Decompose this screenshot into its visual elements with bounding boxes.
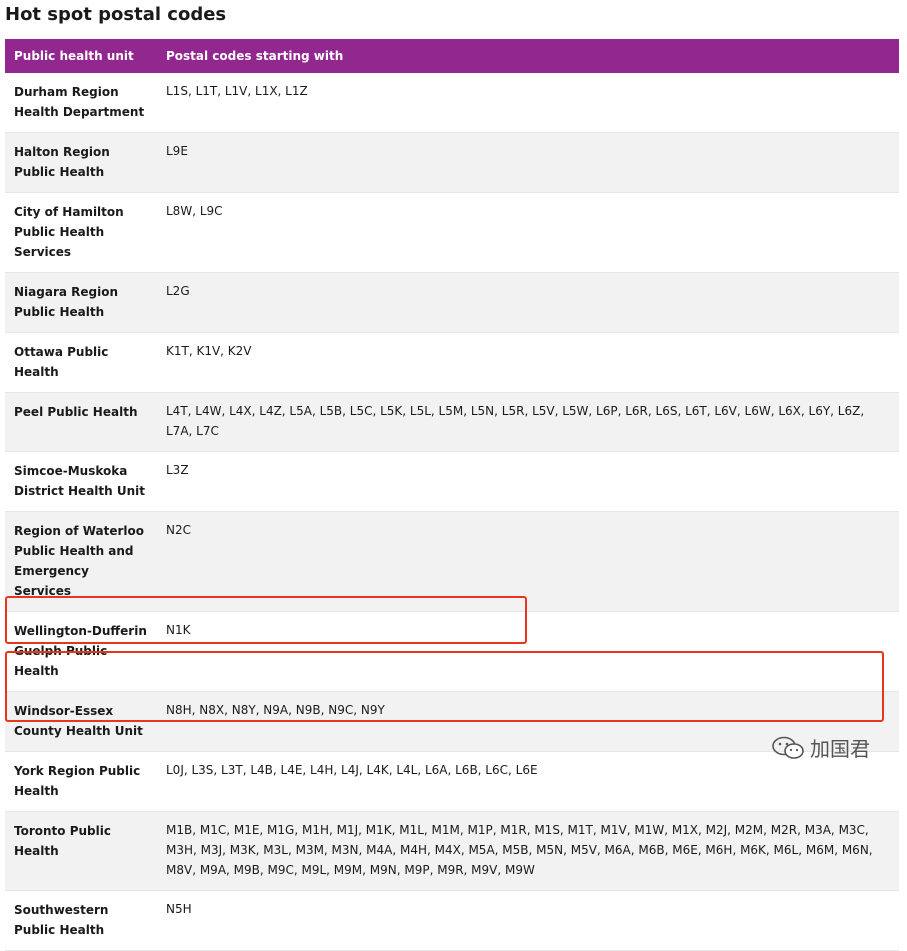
- postal-codes-cell: L4T, L4W, L4X, L4Z, L5A, L5B, L5C, L5K, …: [157, 392, 899, 452]
- table-row: Region of Waterloo Public Health and Eme…: [5, 511, 899, 612]
- health-unit-cell: Halton Region Public Health: [5, 132, 157, 193]
- health-unit-cell: Region of Waterloo Public Health and Eme…: [5, 511, 157, 612]
- health-unit-cell: York Region Public Health: [5, 751, 157, 812]
- postal-codes-cell: M1B, M1C, M1E, M1G, M1H, M1J, M1K, M1L, …: [157, 811, 899, 891]
- health-unit-cell: Durham Region Health Department: [5, 73, 157, 133]
- postal-codes-cell: L8W, L9C: [157, 192, 899, 273]
- watermark-text: 加国君: [810, 737, 870, 761]
- health-unit-cell: Toronto Public Health: [5, 811, 157, 891]
- table-row: Ottawa Public Health K1T, K1V, K2V: [5, 332, 899, 393]
- table-row: Halton Region Public Health L9E: [5, 132, 899, 193]
- table-row: Toronto Public Health M1B, M1C, M1E, M1G,…: [5, 811, 899, 891]
- postal-codes-cell: L2G: [157, 272, 899, 333]
- table-row: Wellington-Dufferin Guelph Public Health…: [5, 611, 899, 692]
- page-title: Hot spot postal codes: [5, 4, 227, 25]
- health-unit-cell: Windsor-Essex County Health Unit: [5, 691, 157, 752]
- header-public-health-unit: Public health unit: [14, 49, 134, 63]
- postal-codes-cell: N2C: [157, 511, 899, 612]
- header-postal-codes: Postal codes starting with: [166, 49, 344, 63]
- wechat-icon: [772, 736, 804, 759]
- postal-codes-cell: L3Z: [157, 451, 899, 512]
- table-row: Niagara Region Public Health L2G: [5, 272, 899, 333]
- table-row: York Region Public Health L0J, L3S, L3T, …: [5, 751, 899, 812]
- postal-codes-cell: N1K: [157, 611, 899, 692]
- table-header-row: Public health unit Postal codes starting…: [5, 39, 899, 73]
- table-row: Simcoe-Muskoka District Health Unit L3Z: [5, 451, 899, 512]
- health-unit-cell: Simcoe-Muskoka District Health Unit: [5, 451, 157, 512]
- watermark: 加国君: [770, 733, 870, 762]
- postal-codes-cell: L1S, L1T, L1V, L1X, L1Z: [157, 73, 899, 133]
- table-row: Peel Public Health L4T, L4W, L4X, L4Z, L5…: [5, 392, 899, 452]
- postal-codes-table: Public health unit Postal codes starting…: [5, 39, 899, 951]
- postal-codes-cell: K1T, K1V, K2V: [157, 332, 899, 393]
- health-unit-cell: City of Hamilton Public Health Services: [5, 192, 157, 273]
- table-row: Durham Region Health Department L1S, L1T,…: [5, 73, 899, 133]
- health-unit-cell: Niagara Region Public Health: [5, 272, 157, 333]
- table-row: Southwestern Public Health N5H: [5, 890, 899, 951]
- health-unit-cell: Wellington-Dufferin Guelph Public Health: [5, 611, 157, 692]
- postal-codes-cell: L9E: [157, 132, 899, 193]
- postal-codes-cell: N5H: [157, 890, 899, 951]
- health-unit-cell: Southwestern Public Health: [5, 890, 157, 951]
- table-row: City of Hamilton Public Health Services L…: [5, 192, 899, 273]
- table-row: Windsor-Essex County Health Unit N8H, N8X…: [5, 691, 899, 752]
- health-unit-cell: Peel Public Health: [5, 392, 157, 452]
- health-unit-cell: Ottawa Public Health: [5, 332, 157, 393]
